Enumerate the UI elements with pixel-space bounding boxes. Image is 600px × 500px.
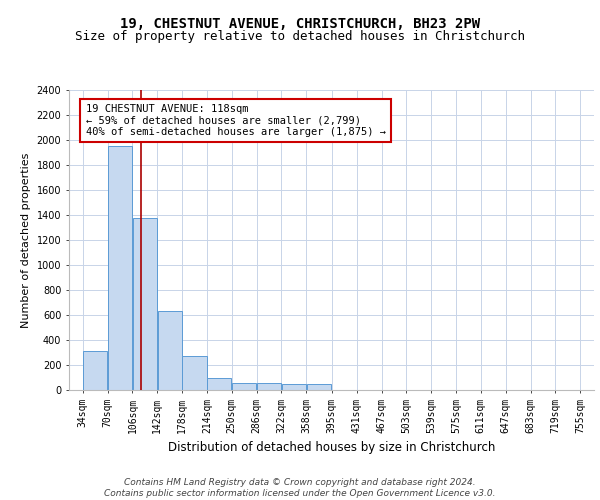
X-axis label: Distribution of detached houses by size in Christchurch: Distribution of detached houses by size …: [168, 441, 495, 454]
Bar: [257, 383, 281, 390]
Bar: [133, 218, 157, 390]
Bar: [108, 146, 132, 390]
Text: 19, CHESTNUT AVENUE, CHRISTCHURCH, BH23 2PW: 19, CHESTNUT AVENUE, CHRISTCHURCH, BH23 …: [120, 18, 480, 32]
Bar: [83, 351, 107, 390]
Bar: [232, 382, 256, 390]
Bar: [282, 384, 306, 390]
Text: 19 CHESTNUT AVENUE: 118sqm
← 59% of detached houses are smaller (2,799)
40% of s: 19 CHESTNUT AVENUE: 118sqm ← 59% of deta…: [86, 104, 386, 137]
Bar: [208, 378, 232, 390]
Y-axis label: Number of detached properties: Number of detached properties: [21, 152, 31, 328]
Text: Size of property relative to detached houses in Christchurch: Size of property relative to detached ho…: [75, 30, 525, 43]
Bar: [307, 384, 331, 390]
Bar: [158, 311, 182, 390]
Text: Contains HM Land Registry data © Crown copyright and database right 2024.
Contai: Contains HM Land Registry data © Crown c…: [104, 478, 496, 498]
Bar: [182, 356, 206, 390]
